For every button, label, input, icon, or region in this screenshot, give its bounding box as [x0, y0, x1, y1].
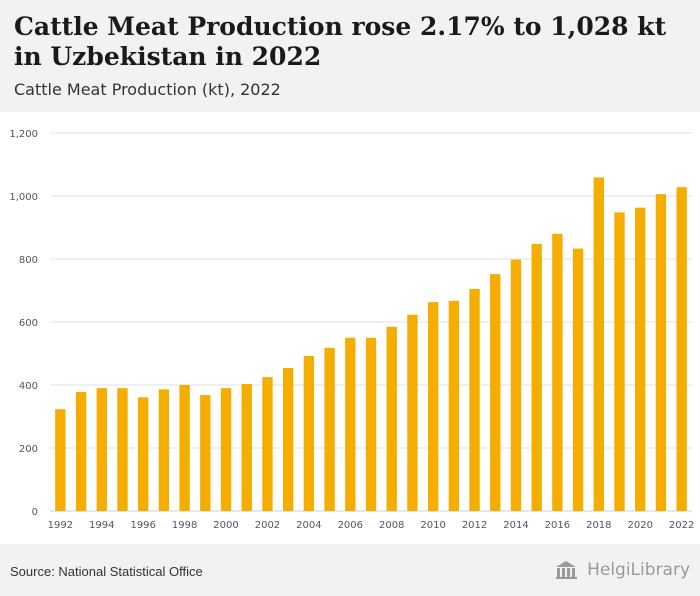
bar-1999	[200, 395, 211, 511]
bar-2018	[593, 177, 604, 511]
bar-2015	[531, 243, 542, 511]
x-tick-label: 2000	[213, 520, 238, 531]
y-axis-ticks: 0 200 400 600 800 1,000 1,200	[9, 129, 38, 518]
bar-2000	[220, 388, 232, 511]
plot-area: 0 200 400 600 800 1,000 1,200 1992 1994 1996 1998…	[0, 112, 700, 544]
bar-2010	[427, 302, 439, 511]
bar-1994	[96, 388, 107, 511]
y-tick-label: 1,000	[9, 192, 38, 203]
bar-1992	[55, 409, 66, 511]
x-tick-label: 2008	[379, 520, 404, 531]
x-tick-label: 1996	[130, 520, 155, 531]
bar-1995	[117, 388, 128, 511]
x-tick-label: 1992	[48, 520, 73, 531]
bar-2012	[469, 288, 480, 511]
bar-2007	[365, 337, 377, 511]
bar-2006	[345, 337, 356, 511]
x-tick-label: 2010	[420, 520, 445, 531]
y-tick-label: 0	[32, 507, 38, 518]
bar-2020	[635, 207, 646, 511]
bar-2001	[241, 384, 252, 511]
chart-footer: Source: National Statistical Office Helg…	[0, 544, 700, 596]
bar-1996	[138, 397, 149, 511]
brand-logo: HelgiLibrary	[555, 560, 690, 580]
x-tick-label: 2022	[669, 520, 694, 531]
y-tick-label: 600	[19, 318, 38, 329]
chart-subtitle: Cattle Meat Production (kt), 2022	[14, 80, 281, 99]
x-tick-label: 2012	[462, 520, 487, 531]
bar-2008	[386, 326, 397, 511]
bar-1997	[158, 389, 170, 511]
x-tick-label: 2014	[503, 520, 528, 531]
y-tick-label: 800	[19, 255, 38, 266]
source-note: Source: National Statistical Office	[10, 564, 203, 579]
y-tick-label: 400	[19, 381, 38, 392]
y-tick-label: 200	[19, 444, 38, 455]
x-axis-ticks: 1992 1994 1996 1998 2000 2002 2004 2006 2008 2010…	[48, 520, 695, 531]
bar-2009	[407, 314, 418, 511]
bar-2004	[303, 356, 315, 511]
chart-header: Cattle Meat Production rose 2.17% to 1,0…	[0, 0, 700, 112]
x-tick-label: 1998	[172, 520, 197, 531]
bar-2019	[614, 212, 625, 511]
bar-2022	[676, 187, 687, 511]
bar-1993	[75, 391, 87, 511]
x-tick-label: 1994	[89, 520, 114, 531]
bars	[55, 177, 687, 512]
library-building-icon	[555, 561, 577, 579]
x-tick-label: 2006	[338, 520, 363, 531]
bar-2003	[282, 367, 294, 511]
bar-2017	[572, 248, 584, 512]
bar-chart: 0 200 400 600 800 1,000 1,200 1992 1994 1996 1998…	[9, 129, 695, 531]
y-tick-label: 1,200	[9, 129, 38, 140]
x-tick-label: 2002	[255, 520, 280, 531]
x-tick-label: 2004	[296, 520, 321, 531]
bar-2002	[262, 377, 273, 511]
bar-2005	[324, 347, 335, 511]
brand-name: HelgiLibrary	[587, 560, 690, 580]
x-tick-label: 2016	[545, 520, 570, 531]
bar-2011	[448, 300, 460, 511]
chart-title: Cattle Meat Production rose 2.17% to 1,0…	[14, 12, 667, 71]
bar-1998	[179, 385, 190, 511]
bar-2014	[510, 259, 522, 511]
bar-2013	[490, 274, 501, 511]
x-tick-label: 2018	[586, 520, 611, 531]
bar-2021	[655, 194, 667, 512]
bar-2016	[552, 233, 563, 512]
x-tick-label: 2020	[627, 520, 652, 531]
